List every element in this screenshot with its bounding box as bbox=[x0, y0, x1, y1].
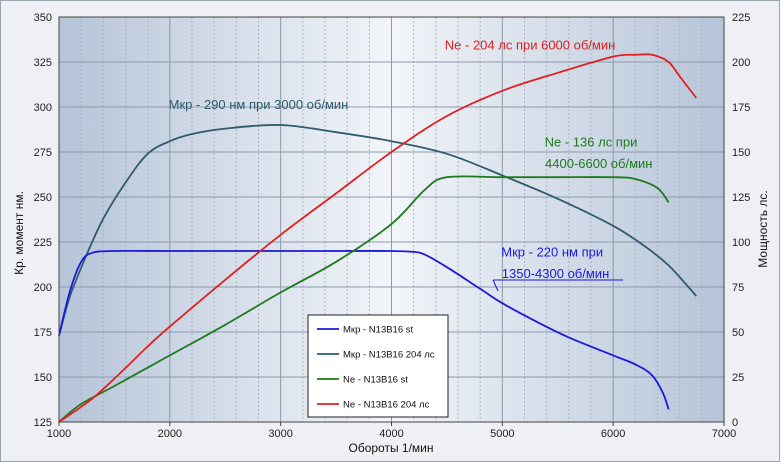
legend-label: Ne - N13B16 204 лс bbox=[343, 400, 430, 411]
y-right-tick-label: 0 bbox=[732, 417, 738, 429]
series-line-2 bbox=[58, 124, 697, 336]
legend: Мкр - N13B16 st Мкр - N13B16 204 лс Ne - N… bbox=[307, 314, 449, 418]
x-axis-label: Обороты 1/мин bbox=[348, 441, 433, 455]
series-line-3 bbox=[58, 175, 670, 423]
series-line-1 bbox=[58, 249, 670, 410]
annotation-3: Ne - 136 лс при bbox=[545, 135, 638, 150]
y-right-tick-label: 225 bbox=[732, 12, 750, 24]
series-layer bbox=[58, 53, 698, 423]
legend-label: Мкр - N13B16 st bbox=[343, 325, 414, 336]
x-tick-label: 3000 bbox=[268, 428, 292, 440]
x-tick-label: 1000 bbox=[47, 428, 71, 440]
y-right-tick-label: 50 bbox=[732, 327, 744, 339]
y-left-tick-label: 200 bbox=[34, 282, 52, 294]
y-right-tick-label: 125 bbox=[732, 192, 750, 204]
y-left-tick-label: 125 bbox=[34, 417, 52, 429]
series-line-4 bbox=[58, 53, 698, 423]
y-right-tick-label: 150 bbox=[732, 147, 750, 159]
legend-label: Ne - N13B16 st bbox=[343, 375, 408, 386]
y-axis-right-label: Мощность лс. bbox=[756, 190, 770, 267]
annotation-4: 4400-6600 об/мин bbox=[545, 156, 652, 171]
legend-box bbox=[307, 314, 449, 418]
y-left-tick-label: 225 bbox=[34, 237, 52, 249]
x-tick-label: 4000 bbox=[379, 428, 403, 440]
y-left-tick-label: 325 bbox=[34, 57, 52, 69]
tick-labels: 1000 2000 3000 4000 5000 6000 7000125150175200… bbox=[34, 12, 751, 440]
x-tick-label: 7000 bbox=[712, 428, 736, 440]
y-left-tick-label: 350 bbox=[34, 12, 52, 24]
annotation-6: 1350-4300 об/мин bbox=[502, 266, 609, 281]
y-left-tick-label: 150 bbox=[34, 372, 52, 384]
annotation-1: Ne - 204 лс при 6000 об/мин bbox=[445, 37, 616, 52]
y-right-tick-label: 200 bbox=[732, 57, 750, 69]
x-tick-label: 2000 bbox=[158, 428, 182, 440]
y-left-tick-label: 250 bbox=[34, 192, 52, 204]
annotation-2: Мкр - 290 нм при 3000 об/мин bbox=[169, 97, 349, 112]
annotations: Ne - 204 лс при 6000 об/мин Мкр - 290 нм … bbox=[169, 37, 653, 281]
y-left-tick-label: 175 bbox=[34, 327, 52, 339]
annotation-leader-line bbox=[492, 279, 499, 292]
y-right-tick-label: 175 bbox=[732, 102, 750, 114]
y-left-tick-label: 300 bbox=[34, 102, 52, 114]
annotation-5: Мкр - 220 нм при bbox=[501, 244, 603, 259]
x-tick-label: 6000 bbox=[601, 428, 625, 440]
y-axis-left-label: Кр. момент нм. bbox=[12, 191, 26, 275]
x-tick-label: 5000 bbox=[490, 428, 514, 440]
y-right-tick-label: 100 bbox=[732, 237, 750, 249]
y-right-tick-label: 75 bbox=[732, 282, 744, 294]
y-left-tick-label: 275 bbox=[34, 147, 52, 159]
y-right-tick-label: 25 bbox=[732, 372, 744, 384]
legend-label: Мкр - N13B16 204 лс bbox=[343, 350, 435, 361]
